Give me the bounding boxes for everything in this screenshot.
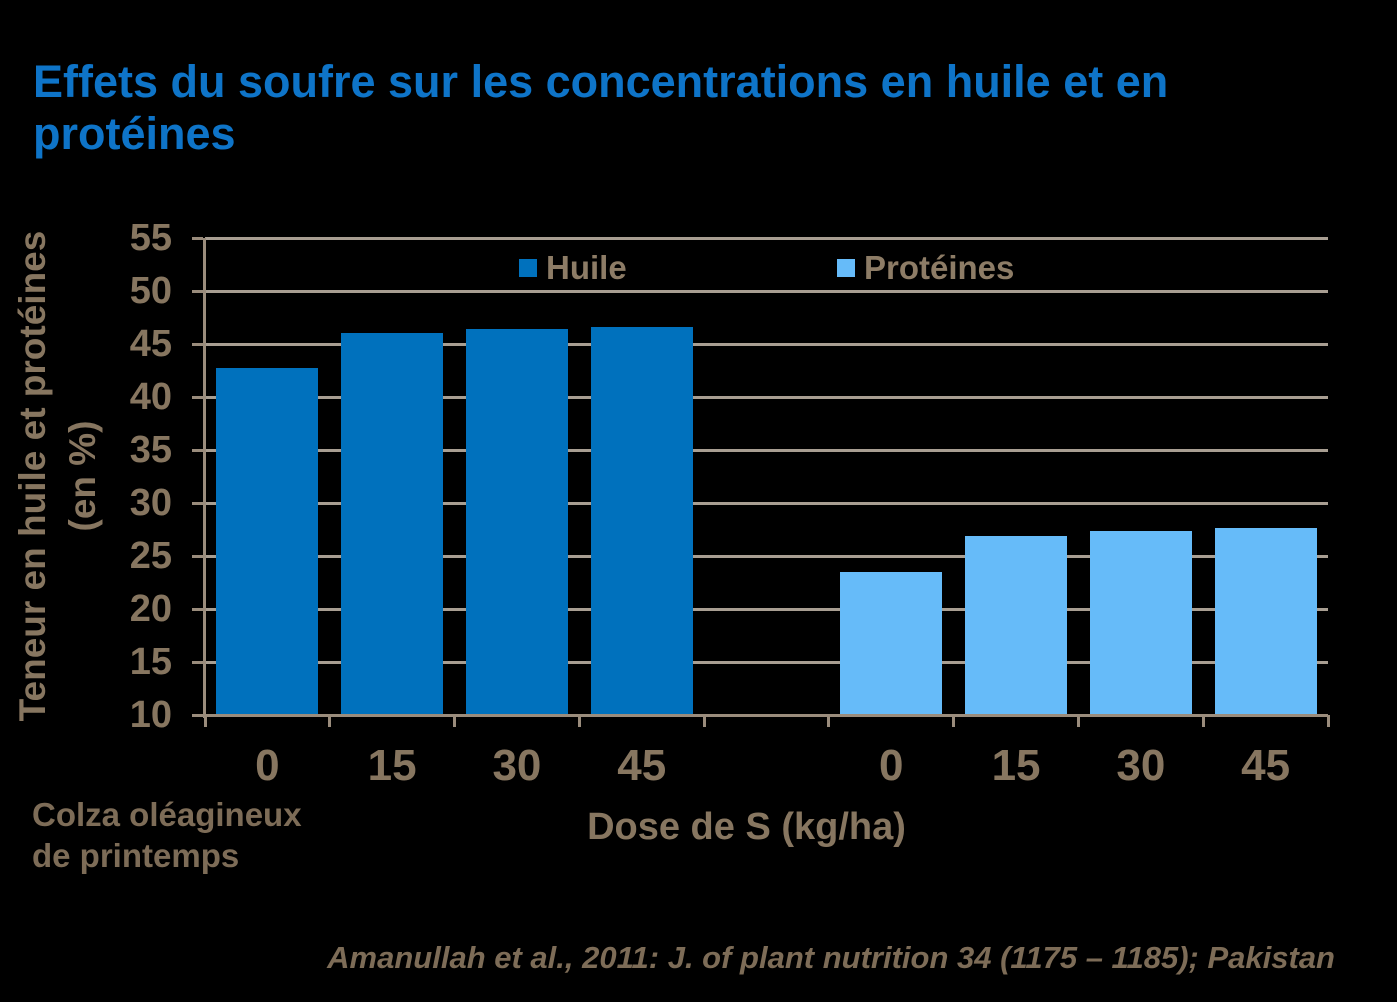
gridline-20	[205, 607, 1328, 611]
x-tick-9	[1326, 715, 1330, 727]
legend-entry-proteines: Protéines	[837, 249, 1014, 287]
source-citation: Amanullah et al., 2011: J. of plant nutr…	[327, 940, 1335, 975]
bar-huile-45	[590, 327, 693, 715]
legend-label-proteines: Protéines	[864, 249, 1015, 286]
y-tick-55	[192, 236, 203, 240]
chart-title-line2: protéines	[33, 108, 236, 159]
x-tick-label-protéines-15: 15	[991, 741, 1041, 790]
y-tick-label-55: 55	[129, 217, 172, 259]
gridline-50	[205, 289, 1328, 293]
y-tick-25	[192, 554, 203, 558]
y-tick-20	[192, 607, 203, 611]
x-tick-5	[827, 715, 831, 727]
y-tick-label-15: 15	[129, 641, 172, 683]
x-tick-4	[702, 715, 706, 727]
x-tick-label-huile-15: 15	[367, 741, 417, 790]
bar-protéines-30	[1089, 530, 1192, 715]
y-axis-line	[203, 238, 206, 718]
gridline-25	[205, 554, 1328, 558]
x-axis-line	[194, 714, 1328, 717]
x-tick-1	[328, 715, 332, 727]
x-tick-label-huile-30: 30	[492, 741, 542, 790]
x-tick-7	[1076, 715, 1080, 727]
crop-footnote-line2: de printemps	[32, 837, 240, 874]
bar-protéines-45	[1214, 528, 1317, 715]
y-tick-label-30: 30	[129, 482, 172, 524]
gridline-35	[205, 448, 1328, 452]
gridline-55	[205, 236, 1328, 240]
y-tick-40	[192, 395, 203, 399]
x-tick-label-protéines-45: 45	[1241, 741, 1291, 790]
x-tick-label-protéines-0: 0	[879, 741, 904, 790]
y-tick-35	[192, 448, 203, 452]
y-tick-50	[192, 289, 203, 293]
y-tick-label-35: 35	[129, 429, 172, 471]
x-tick-label-protéines-30: 30	[1116, 741, 1166, 790]
y-tick-label-25: 25	[129, 535, 172, 577]
bar-huile-0	[216, 368, 319, 715]
crop-footnote-line1: Colza oléagineux	[32, 796, 302, 833]
x-tick-2	[453, 715, 457, 727]
legend-swatch-huile	[519, 259, 537, 277]
y-tick-30	[192, 501, 203, 505]
x-tick-0	[203, 715, 207, 727]
legend-swatch-proteines	[837, 259, 855, 277]
x-tick-label-huile-45: 45	[617, 741, 667, 790]
x-tick-3	[577, 715, 581, 727]
bar-huile-15	[341, 333, 444, 715]
y-axis-title-line1: Teneur en huile et protéines	[12, 230, 53, 722]
y-tick-label-50: 50	[129, 270, 172, 312]
bar-protéines-0	[840, 571, 943, 715]
x-axis-title: Dose de S (kg/ha)	[587, 806, 906, 848]
bar-protéines-15	[965, 535, 1068, 715]
y-axis-title: Teneur en huile et protéines (en %)	[8, 216, 112, 736]
y-axis-title-unit: (en %)	[62, 420, 103, 532]
y-tick-label-45: 45	[129, 323, 172, 365]
chart-title-line1: Effets du soufre sur les concentrations …	[33, 56, 1169, 107]
bar-huile-30	[465, 329, 568, 715]
gridline-15	[205, 660, 1328, 664]
y-tick-label-10: 10	[129, 694, 172, 736]
legend-label-huile: Huile	[546, 249, 627, 286]
x-tick-label-huile-0: 0	[255, 741, 280, 790]
x-tick-8	[1201, 715, 1205, 727]
gridline-45	[205, 342, 1328, 346]
gridline-30	[205, 501, 1328, 505]
x-tick-6	[952, 715, 956, 727]
chart-title: Effets du soufre sur les concentrations …	[33, 56, 1363, 160]
y-tick-10	[192, 713, 203, 717]
y-tick-label-40: 40	[129, 376, 172, 418]
crop-footnote: Colza oléagineux de printemps	[32, 794, 302, 876]
gridline-40	[205, 395, 1328, 399]
y-tick-label-20: 20	[129, 588, 172, 630]
y-tick-15	[192, 660, 203, 664]
y-tick-45	[192, 342, 203, 346]
legend-entry-huile: Huile	[519, 249, 627, 287]
